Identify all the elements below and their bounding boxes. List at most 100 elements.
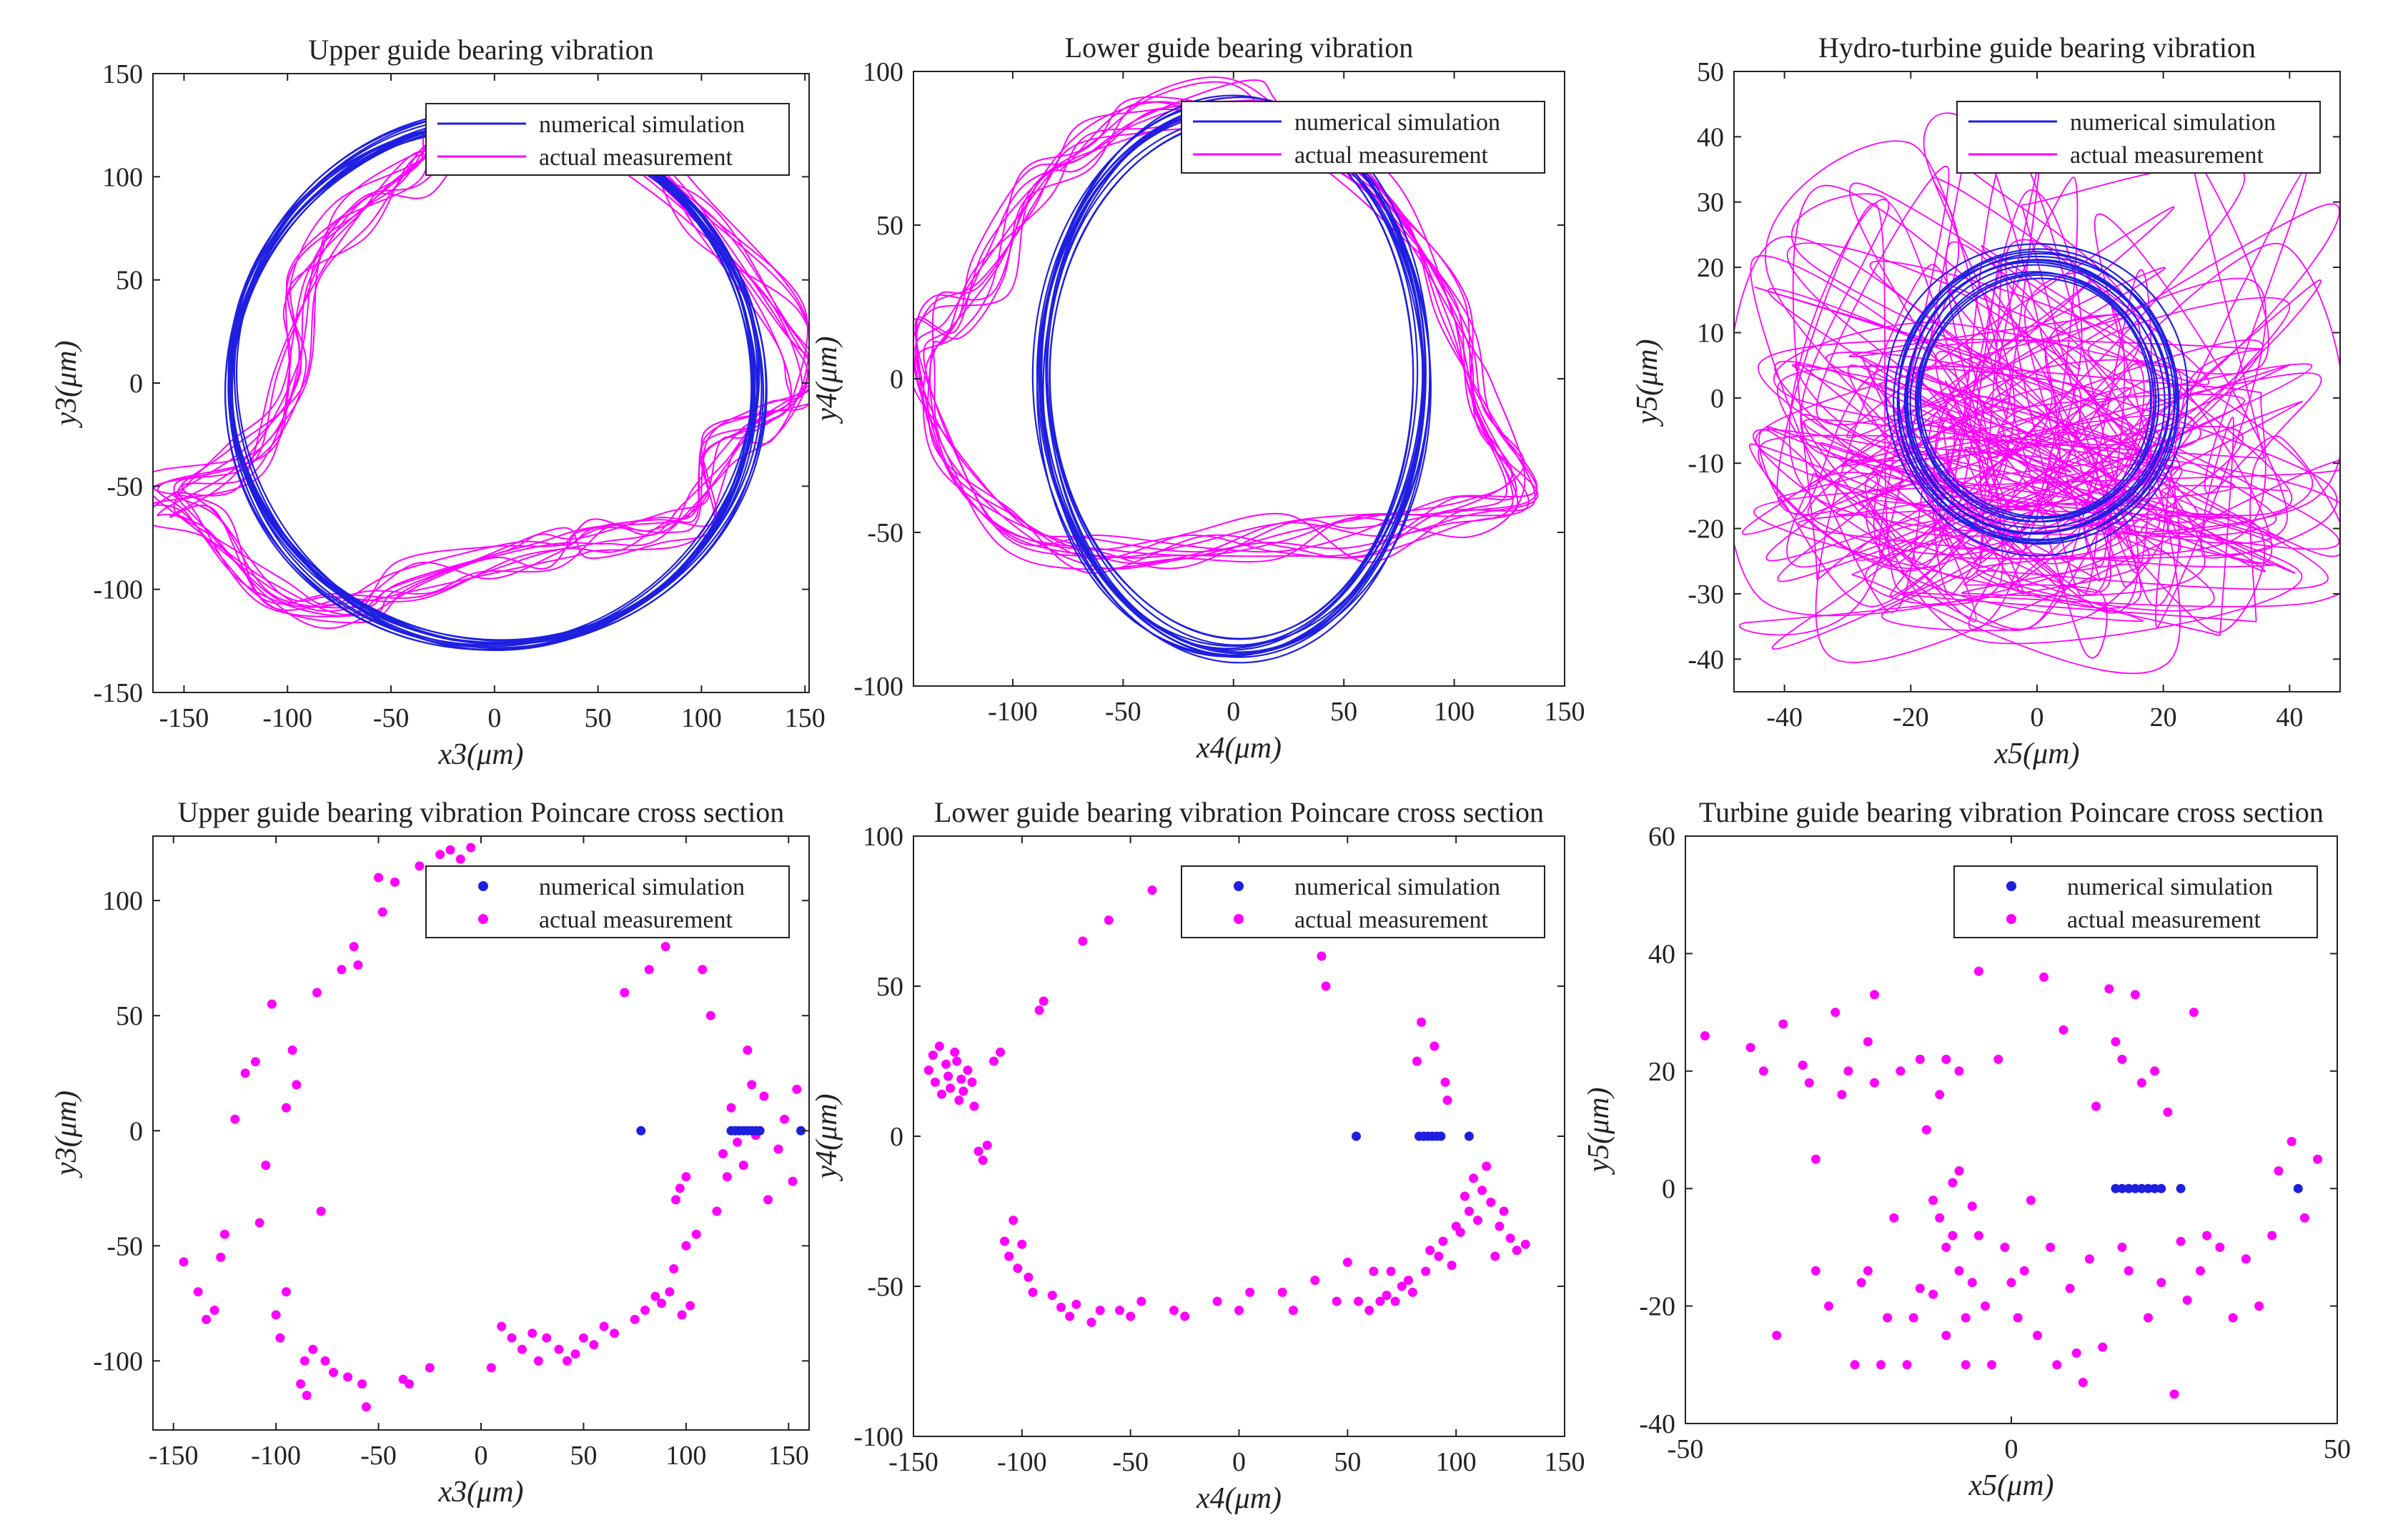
- lower-poincare-measurement-point: [989, 1056, 999, 1066]
- upper-poincare-x-tick-label: -150: [149, 1441, 199, 1471]
- lower-poincare-measurement-point: [941, 1059, 951, 1069]
- lower-orbit-y-tick-label: 100: [863, 57, 903, 87]
- upper-poincare-measurement-point: [219, 1229, 229, 1239]
- turbine-orbit-y-tick-label: 50: [1697, 57, 1724, 87]
- upper-poincare-legend: numerical simulation actual measurement: [425, 865, 790, 938]
- turbine-orbit-measurement-trace: [1948, 289, 2206, 597]
- turbine-poincare-measurement-point: [1973, 1231, 1983, 1241]
- turbine-poincare-measurement-point: [1915, 1283, 1925, 1293]
- lower-poincare-measurement-point: [978, 1156, 988, 1166]
- lower-poincare-measurement-point: [1464, 1206, 1474, 1216]
- upper-poincare-measurement-point: [657, 1298, 666, 1308]
- turbine-orbit-simulation-loop: [1903, 259, 2171, 535]
- turbine-poincare-measurement-point: [2156, 1278, 2166, 1288]
- lower-poincare-measurement-point: [1126, 1311, 1136, 1321]
- turbine-poincare-measurement-point: [1987, 1360, 1997, 1370]
- upper-poincare-measurement-point: [343, 1372, 352, 1382]
- turbine-orbit-simulation-loop: [1918, 274, 2155, 520]
- turbine-poincare-measurement-point: [1941, 1331, 1951, 1341]
- upper-poincare-measurement-point: [292, 1080, 302, 1090]
- turbine-poincare-legend: numerical simulation actual measurement: [1953, 865, 2318, 938]
- upper-poincare-measurement-point: [374, 873, 384, 883]
- lower-poincare-simulation-point: [1436, 1131, 1446, 1141]
- turbine-poincare-measurement-series: [1700, 966, 2323, 1399]
- turbine-poincare-legend-box: [1953, 865, 2318, 938]
- turbine-poincare-measurement-point: [1928, 1289, 1938, 1299]
- upper-poincare-measurement-point: [665, 1287, 675, 1297]
- upper-orbit-title: Upper guide bearing vibration: [308, 34, 653, 66]
- lower-poincare-measurement-point: [1499, 1206, 1509, 1216]
- lower-poincare-measurement-point: [1442, 1096, 1452, 1106]
- upper-orbit-y-tick-label: 100: [102, 162, 143, 192]
- lower-poincare-measurement-point: [1447, 1261, 1457, 1271]
- lower-orbit-legend-label: numerical simulation: [1294, 109, 1500, 136]
- lower-orbit-y-tick-label: 50: [876, 211, 903, 241]
- turbine-poincare-measurement-point: [2202, 1231, 2212, 1241]
- upper-poincare-measurement-series: [179, 843, 802, 1412]
- turbine-poincare-y-label: y5(μm): [1582, 1087, 1615, 1175]
- upper-poincare-measurement-point: [517, 1344, 527, 1354]
- turbine-poincare-simulation-point: [2136, 1183, 2146, 1193]
- lower-orbit-simulation-loop: [1045, 112, 1424, 651]
- turbine-orbit-plot-area: [1734, 112, 2340, 674]
- upper-orbit-plot-area: [153, 107, 809, 652]
- turbine-poincare-measurement-point: [2163, 1107, 2173, 1117]
- turbine-orbit-measurement-trace: [1798, 356, 2273, 622]
- lower-poincare-measurement-point: [1180, 1311, 1190, 1321]
- lower-poincare-measurement-point: [1039, 996, 1049, 1006]
- lower-poincare-measurement-point: [956, 1074, 966, 1084]
- lower-poincare-measurement-point: [1412, 1056, 1422, 1066]
- lower-poincare-measurement-point: [1440, 1077, 1450, 1087]
- lower-poincare-measurement-point: [1009, 1216, 1019, 1226]
- turbine-orbit-y-tick-label: -40: [1688, 645, 1724, 675]
- upper-poincare-measurement-point: [261, 1161, 271, 1171]
- turbine-poincare-measurement-point: [2196, 1266, 2205, 1276]
- upper-orbit-x-tick-label: 0: [487, 703, 501, 733]
- upper-orbit-x-tick-label: 50: [585, 703, 612, 733]
- lower-poincare-measurement-point: [1065, 1311, 1075, 1321]
- upper-poincare-simulation-point: [636, 1126, 646, 1136]
- turbine-poincare-measurement-point: [1915, 1054, 1925, 1064]
- upper-orbit-y-tick-label: -150: [93, 678, 143, 708]
- turbine-poincare-measurement-point: [1935, 1213, 1945, 1223]
- turbine-poincare-measurement-point: [2006, 1278, 2016, 1288]
- lower-poincare-measurement-point: [1520, 1239, 1530, 1249]
- lower-poincare-measurement-point: [1455, 1227, 1465, 1237]
- lower-poincare-legend: numerical simulation actual measurement: [1181, 865, 1545, 938]
- turbine-poincare-measurement-point: [1843, 1066, 1853, 1076]
- lower-poincare-measurement-point: [973, 1146, 983, 1156]
- upper-poincare-measurement-point: [275, 1333, 285, 1343]
- turbine-poincare-measurement-point: [2046, 1242, 2056, 1252]
- turbine-orbit-simulation-loop: [1906, 261, 2171, 535]
- upper-orbit-measurement-loop: [153, 131, 809, 603]
- upper-poincare-measurement-point: [435, 850, 445, 860]
- upper-poincare-measurement-point: [250, 1057, 260, 1067]
- lower-poincare-measurement-point: [1034, 1005, 1044, 1015]
- lower-poincare-measurement-point: [1071, 1299, 1081, 1309]
- turbine-orbit-simulation-loop: [1896, 251, 2179, 542]
- lower-orbit-legend-box: [1181, 101, 1545, 174]
- turbine-poincare-measurement-point: [1948, 1231, 1958, 1241]
- lower-poincare-measurement-point: [943, 1071, 953, 1081]
- lower-poincare-measurement-point: [1047, 1291, 1057, 1301]
- turbine-poincare-y-tick-label: -40: [1639, 1409, 1675, 1439]
- turbine-poincare-measurement-point: [1954, 1266, 1964, 1276]
- turbine-poincare-measurement-point: [2176, 1236, 2186, 1246]
- upper-poincare-measurement-point: [377, 907, 387, 917]
- turbine-poincare-measurement-point: [1896, 1066, 1906, 1076]
- turbine-poincare-x-tick-label: 50: [2324, 1434, 2351, 1464]
- upper-poincare-measurement-point: [763, 1195, 773, 1205]
- turbine-orbit-measurement-trace: [1807, 177, 2303, 555]
- lower-orbit-y-label: y4(μm): [811, 336, 843, 424]
- turbine-poincare-measurement-point: [1824, 1301, 1834, 1311]
- lower-poincare-measurement-point: [996, 1047, 1005, 1057]
- turbine-poincare-measurement-point: [1700, 1031, 1710, 1040]
- turbine-poincare-measurement-point: [2071, 1348, 2081, 1358]
- lower-poincare-x-tick-label: 150: [1545, 1447, 1585, 1477]
- turbine-orbit-measurement-trace: [1753, 264, 2340, 663]
- turbine-orbit-measurement-trace: [1808, 272, 2139, 582]
- turbine-poincare-measurement-point: [1941, 1242, 1951, 1252]
- turbine-poincare-measurement-point: [1772, 1331, 1782, 1341]
- turbine-poincare-measurement-point: [1876, 1360, 1886, 1370]
